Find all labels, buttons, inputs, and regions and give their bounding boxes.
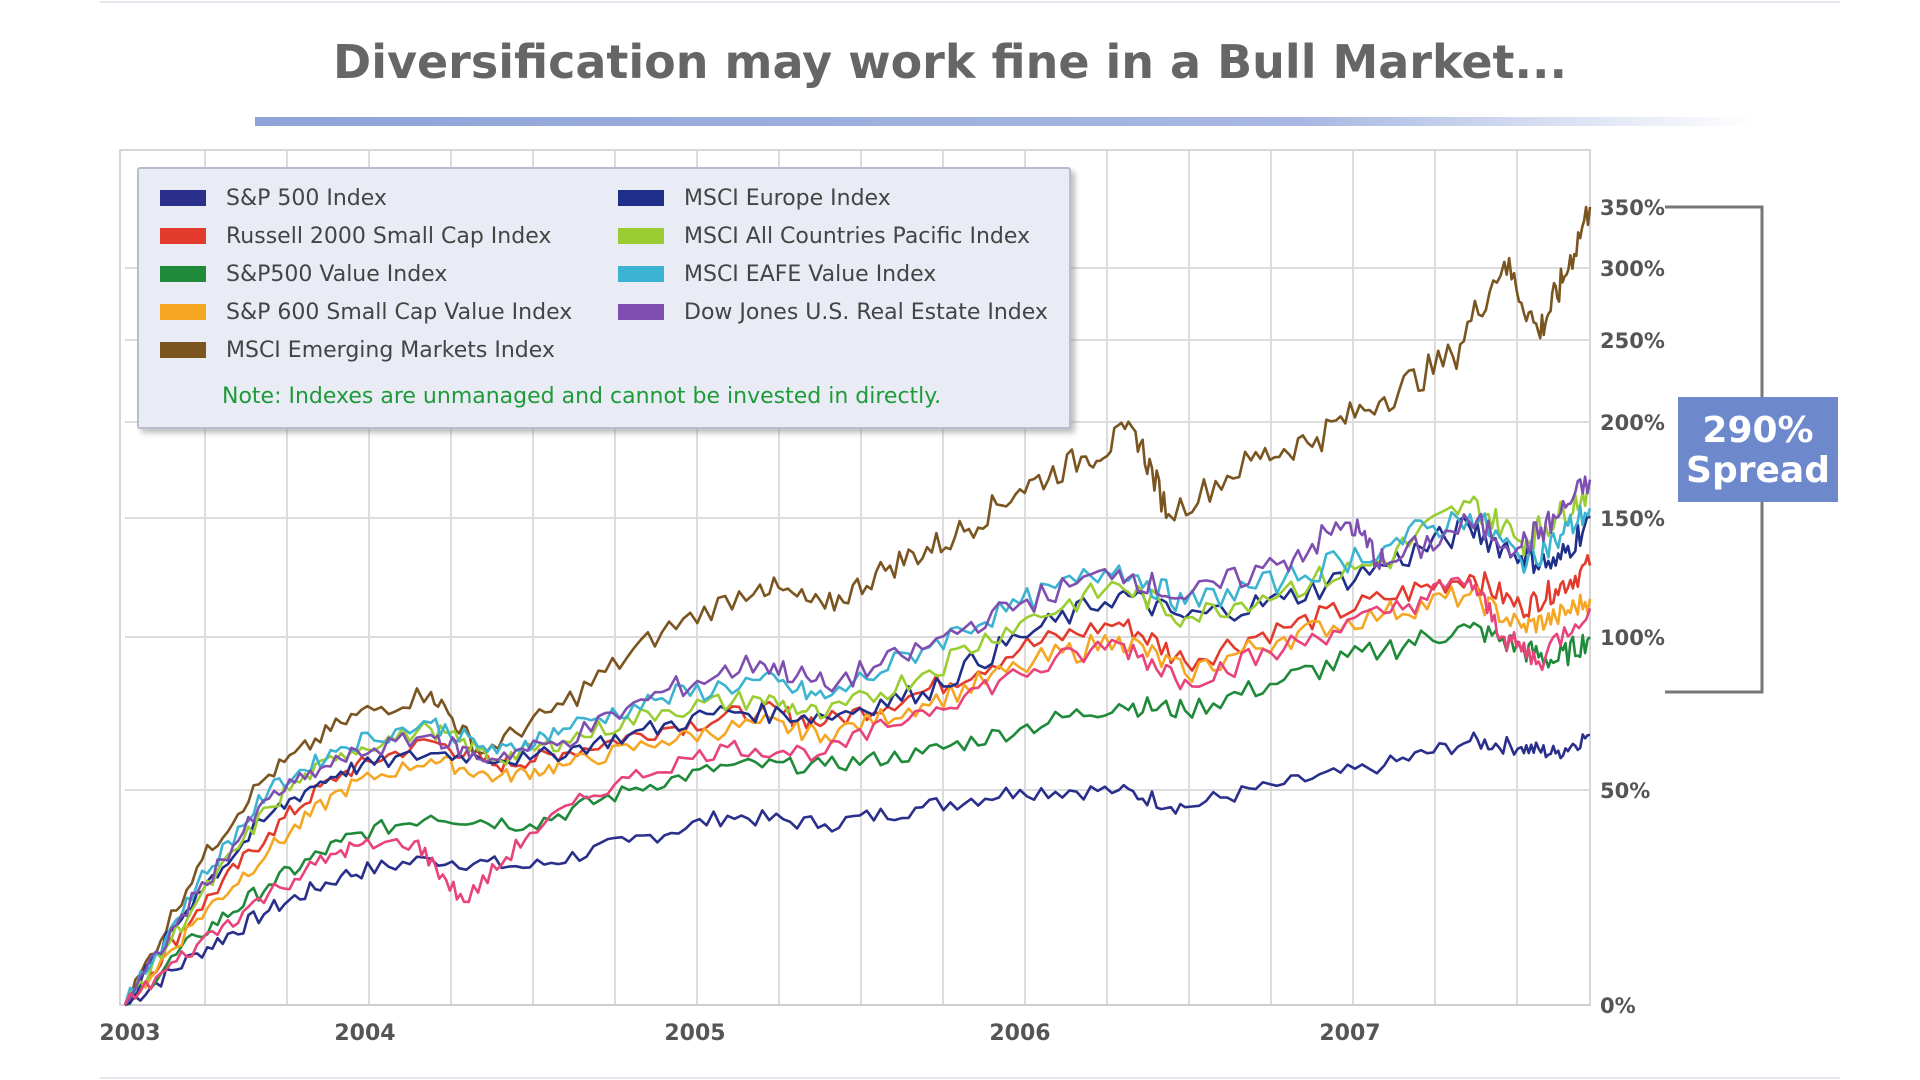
legend-label: Dow Jones U.S. Real Estate Index — [684, 300, 1048, 325]
spread-callout-value: 290% — [1702, 410, 1813, 451]
legend-swatch — [618, 304, 664, 320]
legend-label: S&P 600 Small Cap Value Index — [226, 300, 572, 325]
series-line-dow-jones-u-s-real-estate-index — [123, 475, 1592, 1006]
series-line-s-p-500-index — [124, 731, 1591, 1007]
spread-callout — [1678, 397, 1838, 502]
series-lines — [123, 205, 1592, 1007]
series-line-msci-emerging-markets-index — [124, 205, 1592, 1007]
y-tick-label: 150% — [1600, 507, 1665, 531]
legend-label: MSCI EAFE Value Index — [684, 262, 936, 287]
series-line-unlabeled — [123, 576, 1592, 1006]
legend-swatch — [160, 190, 206, 206]
title-underline — [255, 117, 1755, 126]
y-tick-label: 0% — [1600, 994, 1636, 1018]
legend-swatch — [160, 266, 206, 282]
y-tick-label: 250% — [1600, 329, 1665, 353]
spread-bracket: 290% Spread — [1665, 205, 1838, 694]
legend-note: Note: Indexes are unmanaged and cannot b… — [222, 384, 941, 409]
legend-swatch — [618, 190, 664, 206]
x-tick-label: 2003 — [99, 1021, 160, 1046]
y-tick-label: 50% — [1600, 779, 1650, 803]
chart-title: Diversification may work fine in a Bull … — [333, 35, 1567, 89]
y-tick-label: 200% — [1600, 411, 1665, 435]
x-tick-label: 2005 — [664, 1021, 725, 1046]
y-tick-label: 350% — [1600, 196, 1665, 220]
legend-label: MSCI Emerging Markets Index — [226, 338, 555, 363]
legend-swatch — [160, 342, 206, 358]
series-line-s-p500-value-index — [124, 621, 1591, 1007]
legend-label: MSCI All Countries Pacific Index — [684, 224, 1030, 249]
spread-callout-label: Spread — [1686, 450, 1830, 491]
y-tick-label: 100% — [1600, 626, 1665, 650]
axis-labels: 0% 50% 100% 150% 200% 250% 300% 350% 2003 2004 200… — [99, 196, 1665, 1046]
legend-swatch — [160, 228, 206, 244]
series-line-msci-europe-index — [124, 514, 1591, 1007]
legend-label: S&P500 Value Index — [226, 262, 447, 287]
x-tick-label: 2004 — [334, 1021, 395, 1046]
legend-box — [137, 167, 1071, 429]
legend: S&P 500 Index Russell 2000 Small Cap Inde… — [137, 167, 1071, 429]
x-tick-label: 2007 — [1319, 1021, 1380, 1046]
legend-label: S&P 500 Index — [226, 186, 387, 211]
legend-label: Russell 2000 Small Cap Index — [226, 224, 551, 249]
x-tick-label: 2006 — [989, 1021, 1050, 1046]
series-line-msci-eafe-value-index — [123, 504, 1592, 1006]
legend-label: MSCI Europe Index — [684, 186, 891, 211]
series-line-msci-all-countries-pacific-index — [123, 484, 1592, 1006]
legend-swatch — [618, 266, 664, 282]
legend-swatch — [618, 228, 664, 244]
y-tick-label: 300% — [1600, 257, 1665, 281]
legend-swatch — [160, 304, 206, 320]
